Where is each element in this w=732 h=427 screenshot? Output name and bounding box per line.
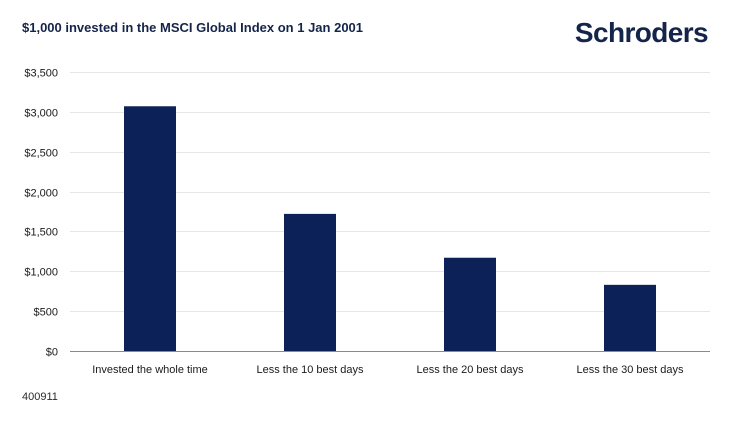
x-axis: Invested the whole time Less the 10 best …	[92, 364, 684, 376]
x-category-label: Less the 20 best days	[416, 364, 524, 376]
x-category-label: Less the 30 best days	[576, 364, 684, 376]
x-category-label: Invested the whole time	[92, 364, 208, 376]
footnote-code: 400911	[22, 391, 58, 403]
bar	[284, 213, 336, 351]
y-tick-label: $500	[34, 307, 58, 319]
y-tick-label: $2,500	[24, 148, 58, 160]
y-tick-label: $0	[46, 347, 58, 359]
x-category-label: Less the 10 best days	[256, 364, 364, 376]
grid-lines	[70, 72, 710, 352]
bar	[444, 257, 496, 351]
y-tick-label: $2,000	[24, 188, 58, 200]
y-tick-label: $1,500	[24, 227, 58, 239]
schroders-logo: Schroders	[574, 17, 709, 48]
y-tick-label: $3,500	[24, 68, 58, 80]
y-axis: $0 $500 $1,000 $1,500 $2,000 $2,500 $3,000 $3,5…	[24, 68, 58, 359]
chart-title: $1,000 invested in the MSCI Global Index…	[22, 20, 364, 35]
bar	[604, 284, 656, 351]
y-tick-label: $1,000	[24, 267, 58, 279]
bars	[124, 106, 656, 351]
y-tick-label: $3,000	[24, 108, 58, 120]
bar	[124, 106, 176, 351]
